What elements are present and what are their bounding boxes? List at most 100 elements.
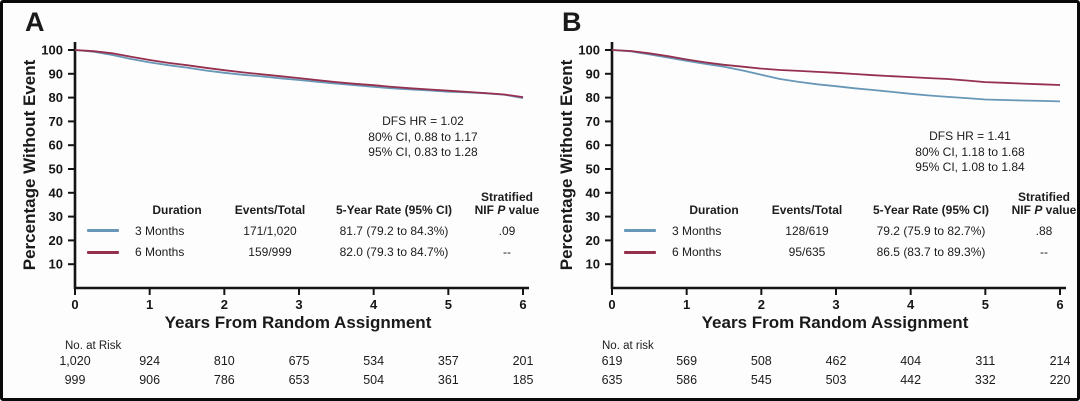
svg-text:100: 100: [578, 43, 600, 58]
panel-a-label: A: [25, 7, 45, 37]
svg-text:635: 635: [602, 373, 623, 387]
svg-text:214: 214: [1050, 354, 1071, 368]
svg-text:0: 0: [608, 297, 615, 312]
header-events-total: Events/Total: [771, 203, 843, 217]
svg-text:70: 70: [586, 114, 600, 129]
svg-text:361: 361: [438, 373, 459, 387]
panel-a-legend-table: Duration Events/Total 5-Year Rate (95% C…: [87, 191, 547, 263]
header-stratified: Stratified: [1017, 190, 1070, 204]
panel-b: B 10 20 30 40 50 60 70 80 90 100 0 1 2 3 4 5 6 619 569 508 4…: [540, 3, 1077, 398]
legend-row-3-months: 3 Months 171/1,020 81.7 (79.2 to 84.3%) …: [87, 220, 547, 242]
svg-text:508: 508: [751, 354, 772, 368]
svg-text:1,020: 1,020: [59, 354, 90, 368]
cell-rate: 82.0 (79.3 to 84.7%): [339, 245, 449, 260]
cell-p-value: .09: [498, 223, 516, 238]
annotation-line: DFS HR = 1.41: [929, 129, 1011, 143]
svg-text:357: 357: [438, 354, 459, 368]
panel-a-y-axis-title: Percentage Without Event: [20, 59, 39, 271]
cell-events-total: 159/999: [248, 245, 292, 260]
svg-text:586: 586: [676, 373, 697, 387]
panel-b-y-axis-title: Percentage Without Event: [557, 59, 576, 271]
svg-text:3: 3: [295, 297, 302, 312]
svg-text:90: 90: [586, 66, 600, 81]
svg-text:90: 90: [49, 66, 63, 81]
svg-text:675: 675: [289, 354, 310, 368]
svg-text:924: 924: [139, 354, 160, 368]
annotation-line: 95% CI, 1.08 to 1.84: [915, 160, 1025, 174]
svg-text:60: 60: [586, 138, 600, 153]
svg-text:70: 70: [49, 114, 63, 129]
svg-text:534: 534: [363, 354, 384, 368]
legend-row-6-months: 6 Months 159/999 82.0 (79.3 to 84.7%) --: [87, 242, 547, 264]
svg-text:5: 5: [445, 297, 452, 312]
svg-text:653: 653: [289, 373, 310, 387]
svg-text:906: 906: [139, 373, 160, 387]
header-events-total: Events/Total: [234, 203, 306, 217]
svg-text:462: 462: [826, 354, 847, 368]
svg-text:10: 10: [49, 257, 63, 272]
svg-text:50: 50: [49, 162, 63, 177]
svg-text:332: 332: [975, 373, 996, 387]
svg-text:810: 810: [214, 354, 235, 368]
legend-swatch: [624, 229, 656, 233]
panel-b-x-axis-title: Years From Random Assignment: [701, 313, 969, 332]
svg-text:185: 185: [513, 373, 534, 387]
svg-text:1: 1: [683, 297, 690, 312]
svg-text:442: 442: [900, 373, 921, 387]
cell-p-value: --: [1040, 245, 1048, 260]
svg-text:619: 619: [602, 354, 623, 368]
svg-text:1: 1: [146, 297, 153, 312]
annotation-line: 80% CI, 0.88 to 1.17: [368, 129, 478, 144]
legend-table-header: Duration Events/Total 5-Year Rate (95% C…: [624, 190, 1077, 217]
svg-text:20: 20: [49, 233, 63, 248]
svg-text:60: 60: [49, 138, 63, 153]
cell-duration: 6 Months: [135, 245, 185, 260]
cell-rate: 81.7 (79.2 to 84.3%): [339, 223, 449, 238]
legend-row-3-months: 3 Months 128/619 79.2 (75.9 to 82.7%) .8…: [624, 220, 1077, 242]
cell-p-value: .88: [1035, 223, 1053, 238]
svg-text:311: 311: [975, 354, 995, 368]
svg-text:100: 100: [41, 43, 63, 58]
legend-swatch: [87, 250, 119, 254]
cell-duration: 6 Months: [672, 245, 722, 260]
svg-text:503: 503: [826, 373, 847, 387]
svg-text:2: 2: [758, 297, 765, 312]
svg-text:201: 201: [513, 354, 534, 368]
svg-text:40: 40: [586, 185, 600, 200]
legend-row-6-months: 6 Months 95/635 86.5 (83.7 to 89.3%) --: [624, 242, 1077, 264]
svg-text:50: 50: [586, 162, 600, 177]
svg-text:30: 30: [49, 209, 63, 224]
legend-swatch: [624, 250, 656, 254]
svg-text:999: 999: [65, 373, 86, 387]
svg-text:4: 4: [370, 297, 378, 312]
header-nif-p-value: NIF P value: [474, 203, 540, 217]
svg-text:545: 545: [751, 373, 772, 387]
legend-table-header: Duration Events/Total 5-Year Rate (95% C…: [87, 191, 547, 217]
header-duration: Duration: [152, 203, 202, 217]
header-5yr-rate: 5-Year Rate (95% CI): [335, 203, 453, 217]
svg-text:404: 404: [900, 354, 921, 368]
cell-events-total: 128/619: [785, 223, 829, 238]
svg-text:80: 80: [586, 90, 600, 105]
svg-text:6: 6: [519, 297, 526, 312]
svg-text:0: 0: [71, 297, 78, 312]
svg-text:504: 504: [363, 373, 384, 387]
annotation-line: 80% CI, 1.18 to 1.68: [915, 144, 1025, 159]
legend-swatch: [87, 229, 119, 233]
annotation-line: 95% CI, 0.83 to 1.28: [368, 145, 478, 159]
svg-text:786: 786: [214, 373, 235, 387]
panel-b-at-risk-label: No. at risk: [602, 340, 654, 352]
cell-p-value: --: [503, 245, 511, 260]
svg-text:569: 569: [676, 354, 697, 368]
cell-rate: 79.2 (75.9 to 82.7%): [876, 223, 986, 238]
header-stratified-p: Stratified NIF P value: [1004, 190, 1077, 217]
svg-text:2: 2: [221, 297, 228, 312]
header-5yr-rate: 5-Year Rate (95% CI): [872, 203, 990, 217]
cell-duration: 3 Months: [135, 223, 185, 238]
header-nif-p-value: NIF P value: [1011, 203, 1077, 217]
panel-a-at-risk-label: No. at Risk: [65, 340, 122, 352]
annotation-line: DFS HR = 1.02: [382, 114, 464, 128]
svg-text:220: 220: [1050, 373, 1071, 387]
panel-a-stats-annotation: DFS HR = 1.02 80% CI, 0.88 to 1.17 95% C…: [301, 114, 545, 161]
